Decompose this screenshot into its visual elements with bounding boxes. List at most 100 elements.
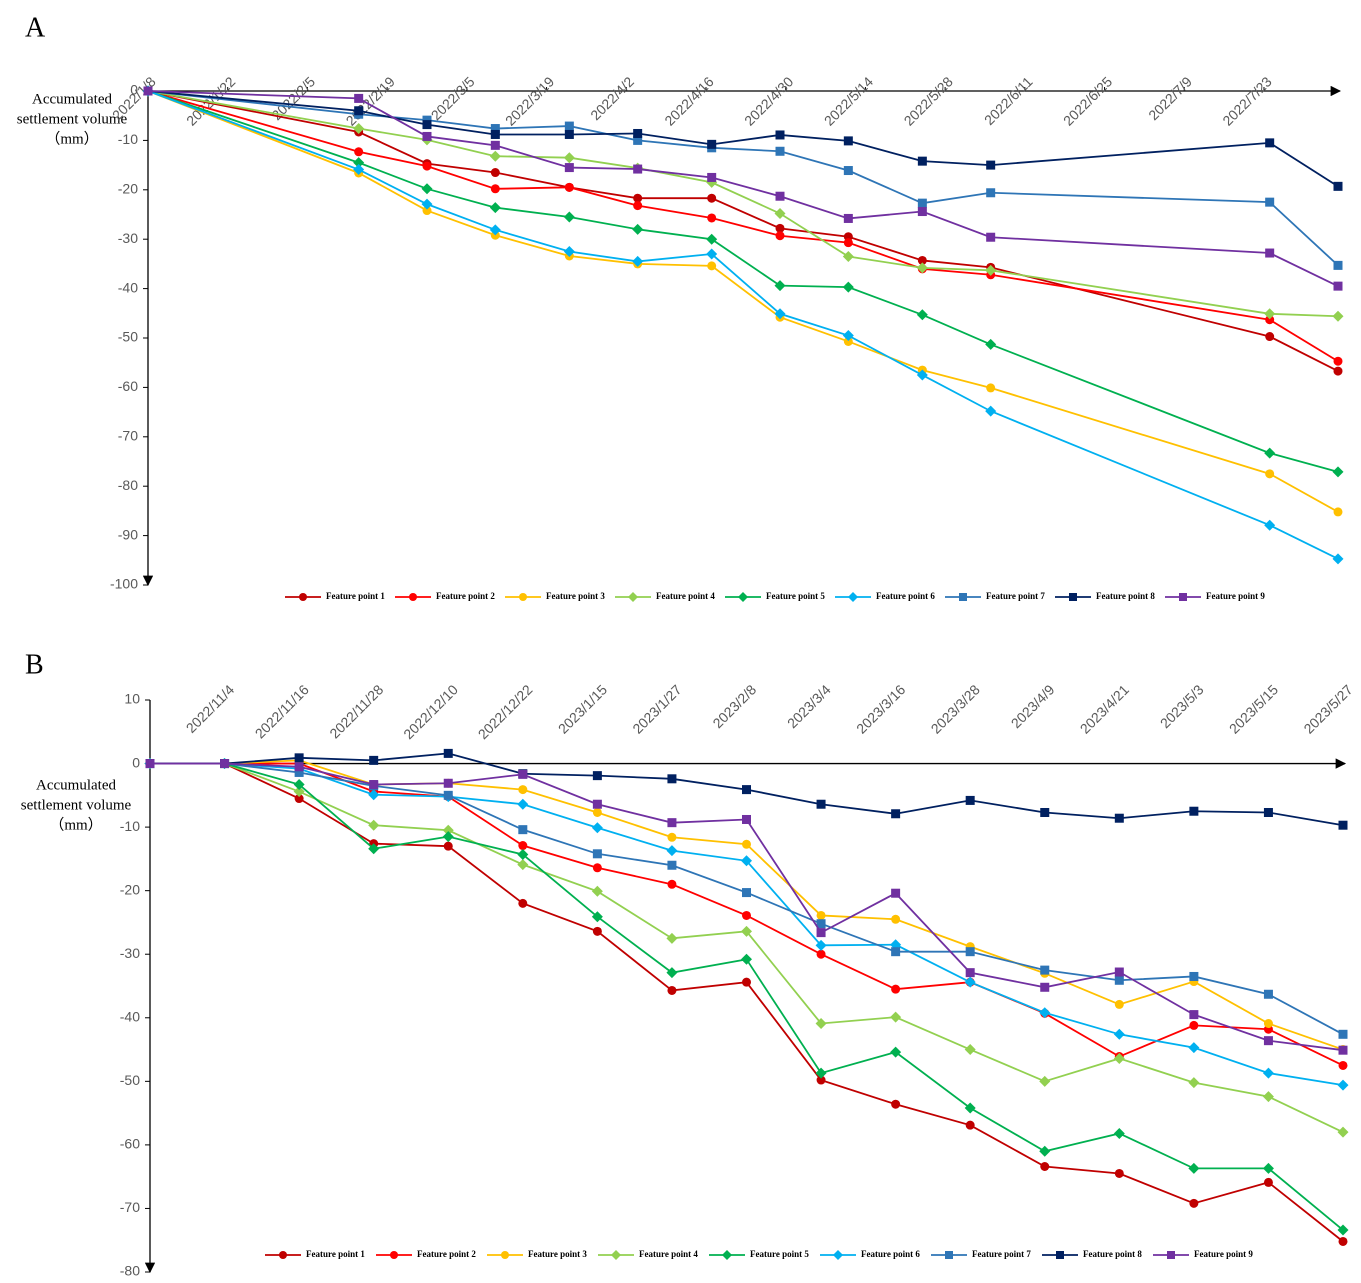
- legend-label: Feature point 2: [417, 1249, 476, 1259]
- x-tick-label: 2022/12/10: [400, 681, 461, 742]
- y-axis-label: Accumulated: [32, 91, 112, 107]
- marker: [833, 1250, 843, 1260]
- y-tick-label: -10: [120, 818, 140, 834]
- marker: [279, 1251, 287, 1259]
- marker: [667, 832, 677, 842]
- marker: [741, 855, 752, 867]
- legend-label: Feature point 8: [1083, 1249, 1142, 1259]
- marker: [707, 261, 717, 271]
- marker: [986, 383, 996, 393]
- x-tick-label: 2023/1/27: [629, 681, 685, 737]
- marker: [489, 202, 501, 214]
- marker: [1332, 553, 1344, 565]
- marker: [843, 213, 853, 223]
- x-tick-label: 2023/5/15: [1226, 681, 1282, 737]
- marker: [299, 593, 307, 601]
- marker: [667, 985, 677, 995]
- x-tick-label: 2022/4/16: [661, 73, 717, 129]
- x-tick-label: 2022/6/11: [981, 73, 1036, 128]
- y-tick-label: -30: [118, 230, 138, 246]
- marker: [1189, 1020, 1199, 1030]
- marker: [964, 1102, 976, 1114]
- marker: [842, 330, 854, 342]
- x-tick-label: 2023/3/16: [853, 681, 909, 737]
- marker: [706, 233, 718, 245]
- marker: [1114, 1168, 1124, 1178]
- marker: [422, 206, 432, 216]
- marker: [1264, 447, 1276, 459]
- series-line: [150, 762, 1344, 1052]
- marker: [490, 129, 500, 139]
- marker: [633, 193, 643, 203]
- marker: [1263, 989, 1273, 999]
- marker: [443, 790, 453, 800]
- marker: [1113, 1052, 1125, 1064]
- marker: [742, 814, 751, 824]
- marker: [1265, 469, 1275, 479]
- series-line: [147, 90, 1339, 372]
- marker: [489, 224, 501, 236]
- marker: [633, 201, 643, 211]
- marker: [1114, 813, 1124, 823]
- marker: [1262, 1091, 1274, 1103]
- marker: [1056, 1251, 1064, 1259]
- marker: [564, 163, 574, 173]
- x-tick-label: 2022/3/5: [428, 73, 478, 123]
- legend-label: Feature point 9: [1206, 591, 1265, 601]
- marker: [1265, 315, 1275, 325]
- y-tick-label: -30: [120, 945, 140, 961]
- x-tick-label: 2023/4/9: [1008, 681, 1058, 731]
- y-tick-label: -100: [110, 576, 138, 592]
- marker: [1265, 248, 1275, 258]
- marker: [592, 799, 602, 809]
- marker: [1113, 1028, 1125, 1040]
- marker: [1188, 1077, 1200, 1089]
- marker: [741, 925, 752, 937]
- marker: [964, 1044, 976, 1056]
- marker: [945, 1251, 953, 1259]
- marker: [1189, 1010, 1199, 1020]
- marker: [891, 888, 901, 898]
- marker: [518, 841, 528, 851]
- marker: [353, 123, 365, 135]
- marker: [489, 150, 501, 162]
- marker: [816, 919, 826, 929]
- marker: [742, 785, 751, 795]
- y-axis-label: settlement volume: [21, 797, 132, 813]
- marker: [1114, 967, 1124, 977]
- legend-label: Feature point 1: [326, 591, 385, 601]
- legend-label: Feature point 7: [972, 1249, 1031, 1259]
- legend-label: Feature point 3: [546, 591, 605, 601]
- marker: [1337, 1224, 1349, 1236]
- marker: [1114, 999, 1124, 1009]
- marker: [843, 336, 853, 346]
- marker: [442, 824, 454, 836]
- legend-label: Feature point 4: [639, 1249, 698, 1259]
- legend-label: Feature point 2: [436, 591, 495, 601]
- marker: [917, 207, 927, 217]
- marker: [563, 152, 575, 164]
- marker: [985, 405, 997, 417]
- marker: [354, 106, 364, 116]
- marker: [517, 859, 529, 871]
- marker: [564, 121, 574, 131]
- marker: [632, 223, 644, 235]
- y-tick-label: -60: [120, 1136, 140, 1152]
- marker: [891, 914, 901, 924]
- marker: [816, 910, 826, 920]
- marker: [774, 208, 786, 220]
- marker: [563, 246, 575, 258]
- marker: [816, 1075, 826, 1085]
- marker: [368, 843, 380, 855]
- y-tick-label: -50: [118, 329, 138, 345]
- series-line: [150, 759, 1344, 1051]
- marker: [1265, 138, 1275, 148]
- marker: [293, 779, 305, 791]
- x-tick-label: 2022/4/2: [587, 73, 637, 123]
- marker: [368, 789, 380, 801]
- marker: [742, 888, 751, 898]
- marker: [775, 191, 785, 201]
- marker: [409, 593, 417, 601]
- marker: [145, 759, 155, 769]
- marker: [443, 841, 453, 851]
